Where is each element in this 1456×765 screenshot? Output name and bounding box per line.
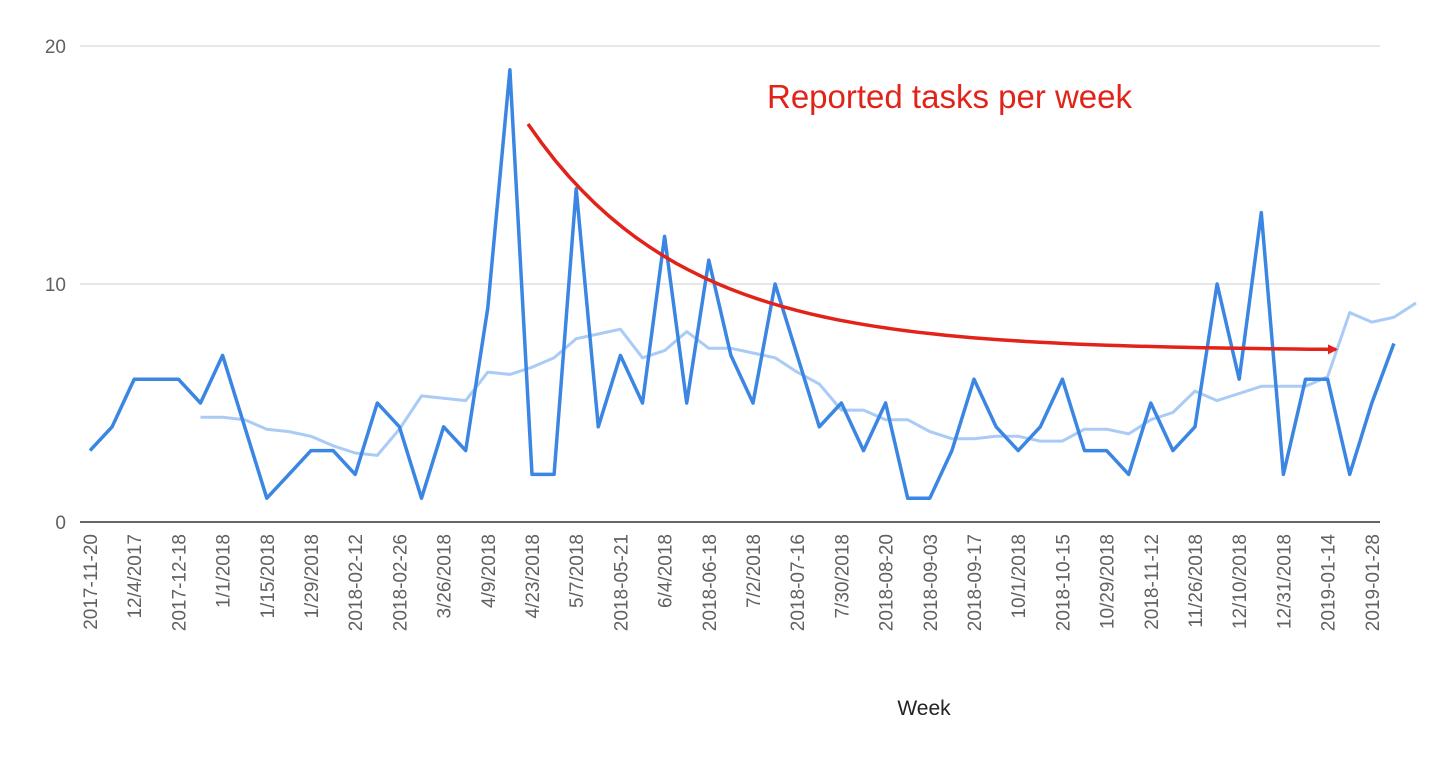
x-tick-label: 3/26/2018	[435, 534, 456, 619]
x-tick-label: 2018-02-12	[346, 534, 367, 631]
x-tick-label: 2018-02-26	[390, 534, 411, 631]
x-tick-label: 2018-09-03	[921, 534, 942, 631]
x-tick-label: 2017-11-20	[81, 534, 102, 630]
x-tick-label: 2018-05-21	[611, 534, 632, 631]
x-tick-label: 2018-11-12	[1142, 534, 1163, 630]
x-tick-label: 1/29/2018	[302, 534, 323, 619]
x-tick-label: 12/31/2018	[1274, 534, 1295, 629]
x-tick-label: 2018-09-17	[965, 534, 986, 631]
x-axis-title: Week	[897, 697, 951, 720]
weekly-series-line	[88, 68, 1396, 500]
y-tick-label: 0	[55, 513, 66, 534]
x-tick-label: 7/2/2018	[744, 534, 765, 608]
y-tick-label: 10	[45, 275, 66, 296]
trend-arrow	[526, 122, 1338, 355]
x-tick-label: 6/4/2018	[656, 534, 677, 608]
trend-series-line	[200, 301, 1417, 457]
x-tick-label: 5/7/2018	[567, 534, 588, 608]
x-tick-label: 2017-12-18	[169, 534, 190, 631]
x-tick-label: 2019-01-14	[1319, 534, 1340, 632]
x-tick-label: 2018-06-18	[700, 534, 721, 631]
annotation-title: Reported tasks per week	[767, 78, 1133, 115]
x-tick-label: 11/26/2018	[1186, 534, 1207, 628]
x-tick-label: 1/1/2018	[214, 534, 235, 608]
x-tick-label: 1/15/2018	[258, 534, 279, 619]
y-tick-label: 20	[45, 37, 66, 58]
x-tick-label: 4/23/2018	[523, 534, 544, 619]
x-tick-label: 2019-01-28	[1363, 534, 1384, 631]
x-tick-label: 10/1/2018	[1009, 534, 1030, 619]
x-tick-label: 2018-08-20	[877, 534, 898, 631]
x-tick-label: 2018-10-15	[1053, 534, 1074, 631]
x-tick-label: 2018-07-16	[788, 534, 809, 631]
x-tick-label: 7/30/2018	[832, 534, 853, 619]
x-tick-label: 4/9/2018	[479, 534, 500, 608]
x-tick-label: 12/10/2018	[1230, 534, 1251, 629]
x-tick-label: 10/29/2018	[1098, 534, 1119, 629]
x-tick-label: 12/4/2017	[125, 534, 146, 619]
